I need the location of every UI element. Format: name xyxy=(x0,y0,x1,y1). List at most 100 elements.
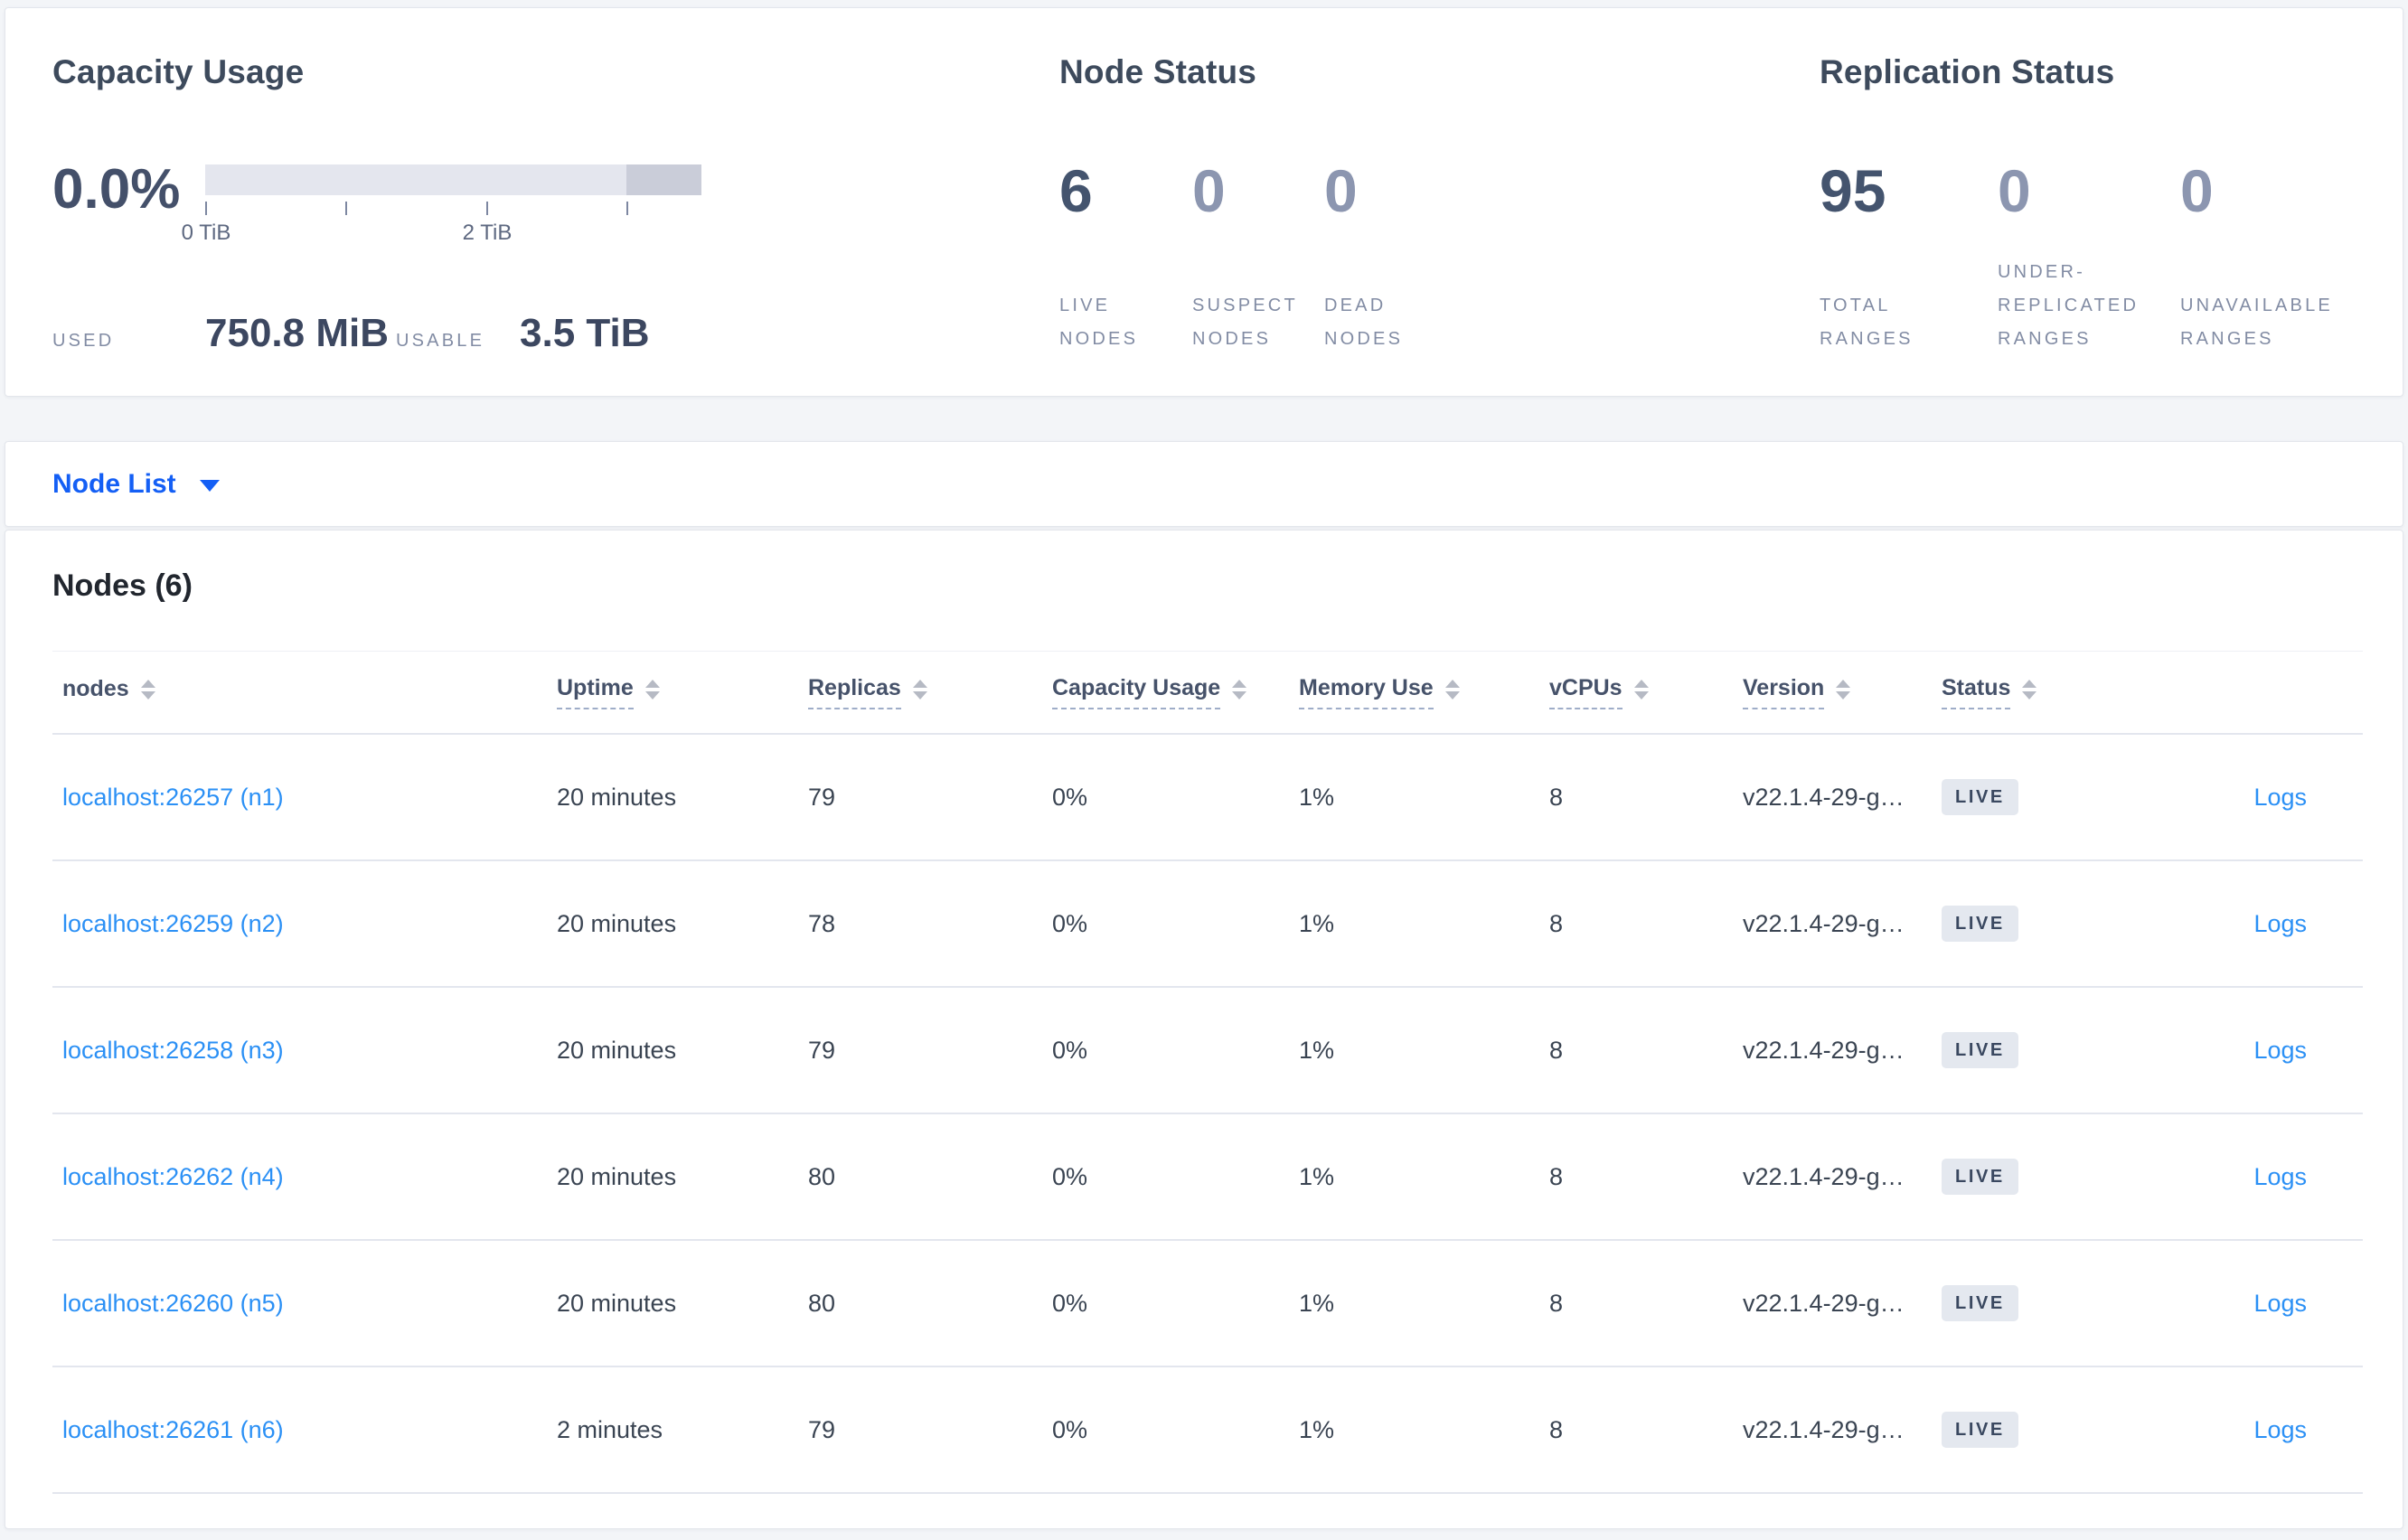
uptime-cell: 20 minutes xyxy=(557,909,677,937)
status-badge: LIVE xyxy=(1942,779,2018,815)
capacity-cell: 0% xyxy=(1052,1036,1088,1064)
replication-status-panel: Replication Status 95 TOTAL RANGES 0 UND… xyxy=(1820,8,2398,396)
replication-stats: 95 TOTAL RANGES 0 UNDER- REPLICATED RANG… xyxy=(1820,160,2398,356)
column-header-memory-use[interactable]: Memory Use xyxy=(1289,675,1539,709)
column-header-vcpus[interactable]: vCPUs xyxy=(1539,675,1733,709)
uptime-cell: 20 minutes xyxy=(557,1289,677,1317)
axis-tick xyxy=(345,202,347,215)
node-link[interactable]: localhost:26257 (n1) xyxy=(62,783,284,811)
node-list-dropdown[interactable]: Node List xyxy=(52,442,220,526)
node-status-stats: 6 LIVE NODES 0 SUSPECT NODES 0 DEAD NODE… xyxy=(1059,160,1566,356)
sort-icon xyxy=(644,680,660,700)
version-cell: v22.1.4-29-g… xyxy=(1743,1289,1905,1317)
capacity-cell: 0% xyxy=(1052,909,1088,937)
axis-tick xyxy=(205,202,207,215)
dead-nodes-label: DEAD NODES xyxy=(1324,296,1404,349)
capacity-cell: 0% xyxy=(1052,783,1088,811)
uptime-cell: 20 minutes xyxy=(557,1036,677,1064)
column-header-capacity-usage[interactable]: Capacity Usage xyxy=(1042,675,1289,709)
total-ranges-count: 95 xyxy=(1820,157,1886,224)
logs-link[interactable]: Logs xyxy=(2253,1036,2307,1064)
logs-link[interactable]: Logs xyxy=(2253,783,2307,811)
node-status-title: Node Status xyxy=(1059,53,1257,90)
dead-nodes-count: 0 xyxy=(1324,157,1358,224)
version-cell: v22.1.4-29-g… xyxy=(1743,783,1905,811)
capacity-percent-value: 0.0% xyxy=(52,158,181,221)
axis-tick-label: 2 TiB xyxy=(462,221,513,245)
vcpus-cell: 8 xyxy=(1549,783,1564,811)
memory-cell: 1% xyxy=(1299,1036,1335,1064)
capacity-bar-chart: 0 TiB 2 TiB xyxy=(182,164,701,264)
total-ranges-label: TOTAL RANGES xyxy=(1820,296,1914,349)
node-list-dropdown-label: Node List xyxy=(52,468,176,499)
node-link[interactable]: localhost:26262 (n4) xyxy=(62,1162,284,1190)
replication-status-title: Replication Status xyxy=(1820,53,2115,90)
live-nodes-label: LIVE NODES xyxy=(1059,296,1139,349)
column-header-status[interactable]: Status xyxy=(1932,675,2159,709)
under-replicated-ranges-stat: 0 UNDER- REPLICATED RANGES xyxy=(1998,160,2180,356)
replicas-cell: 78 xyxy=(808,909,836,937)
suspect-nodes-stat: 0 SUSPECT NODES xyxy=(1192,160,1324,356)
node-link[interactable]: localhost:26261 (n6) xyxy=(62,1415,284,1443)
unavailable-ranges-stat: 0 UNAVAILABLE RANGES xyxy=(2180,160,2333,356)
suspect-nodes-count: 0 xyxy=(1192,157,1226,224)
total-ranges-stat: 95 TOTAL RANGES xyxy=(1820,160,1998,356)
axis-tick xyxy=(626,202,628,215)
column-header-replicas[interactable]: Replicas xyxy=(798,675,1042,709)
sort-icon xyxy=(1232,680,1247,700)
vcpus-cell: 8 xyxy=(1549,909,1564,937)
capacity-cell: 0% xyxy=(1052,1415,1088,1443)
capacity-usage-panel: Capacity Usage 0.0% 0 TiB 2 TiB USED 750… xyxy=(52,8,1011,396)
status-badge: LIVE xyxy=(1942,1032,2018,1068)
table-header-row: nodes Uptime Replicas Capacity Usage Mem… xyxy=(52,652,2363,735)
replicas-cell: 79 xyxy=(808,1036,836,1064)
cluster-summary-card: Capacity Usage 0.0% 0 TiB 2 TiB USED 750… xyxy=(5,7,2403,397)
uptime-cell: 2 minutes xyxy=(557,1415,663,1443)
table-row: localhost:26258 (n3) 20 minutes 79 0% 1%… xyxy=(52,988,2363,1114)
nodes-table-title: Nodes (6) xyxy=(52,568,193,603)
sort-icon xyxy=(140,680,155,700)
nodes-table-card: Nodes (6) nodes Uptime Replicas Capacity… xyxy=(5,530,2403,1529)
version-cell: v22.1.4-29-g… xyxy=(1743,909,1905,937)
chevron-down-icon xyxy=(199,480,220,492)
capacity-bar-reserved-segment xyxy=(626,164,701,195)
usable-value: 3.5 TiB xyxy=(520,311,650,355)
sort-icon xyxy=(1633,680,1649,700)
node-link[interactable]: localhost:26260 (n5) xyxy=(62,1289,284,1317)
status-badge: LIVE xyxy=(1942,906,2018,942)
column-header-version[interactable]: Version xyxy=(1733,675,1932,709)
status-badge: LIVE xyxy=(1942,1412,2018,1448)
node-link[interactable]: localhost:26258 (n3) xyxy=(62,1036,284,1064)
replicas-cell: 79 xyxy=(808,783,836,811)
usable-label: USABLE xyxy=(396,331,485,351)
unavailable-ranges-count: 0 xyxy=(2180,157,2214,224)
column-header-nodes[interactable]: nodes xyxy=(52,676,547,709)
status-badge: LIVE xyxy=(1942,1159,2018,1195)
suspect-nodes-label: SUSPECT NODES xyxy=(1192,296,1298,349)
memory-cell: 1% xyxy=(1299,909,1335,937)
dead-nodes-stat: 0 DEAD NODES xyxy=(1324,160,1403,356)
logs-link[interactable]: Logs xyxy=(2253,1415,2307,1443)
live-nodes-count: 6 xyxy=(1059,157,1093,224)
replicas-cell: 80 xyxy=(808,1162,836,1190)
node-status-panel: Node Status 6 LIVE NODES 0 SUSPECT NODES… xyxy=(1059,8,1566,396)
node-link[interactable]: localhost:26259 (n2) xyxy=(62,909,284,937)
logs-link[interactable]: Logs xyxy=(2253,1289,2307,1317)
version-cell: v22.1.4-29-g… xyxy=(1743,1415,1905,1443)
replicas-cell: 80 xyxy=(808,1289,836,1317)
sort-icon xyxy=(2022,680,2037,700)
status-badge: LIVE xyxy=(1942,1285,2018,1321)
replicas-cell: 79 xyxy=(808,1415,836,1443)
version-cell: v22.1.4-29-g… xyxy=(1743,1162,1905,1190)
under-replicated-count: 0 xyxy=(1998,157,2031,224)
capacity-usage-title: Capacity Usage xyxy=(52,53,305,90)
uptime-cell: 20 minutes xyxy=(557,783,677,811)
logs-link[interactable]: Logs xyxy=(2253,1162,2307,1190)
logs-link[interactable]: Logs xyxy=(2253,909,2307,937)
memory-cell: 1% xyxy=(1299,1289,1335,1317)
vcpus-cell: 8 xyxy=(1549,1036,1564,1064)
unavailable-ranges-label: UNAVAILABLE RANGES xyxy=(2180,296,2333,349)
column-header-uptime[interactable]: Uptime xyxy=(547,675,798,709)
axis-tick xyxy=(486,202,488,215)
capacity-stats-row: USED 750.8 MiB USABLE 3.5 TiB xyxy=(52,311,1011,356)
